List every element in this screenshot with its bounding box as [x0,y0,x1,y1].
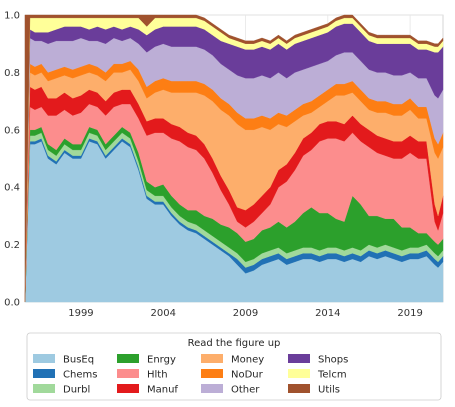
y-tick-label: 0.8 [4,68,20,79]
legend-swatch [33,369,55,378]
x-tick-label: 2004 [151,308,176,319]
legend-swatch [117,384,139,393]
legend-item-nodur: NoDur [201,369,264,381]
area-layers [24,14,444,303]
y-tick-label: 0.0 [4,298,20,309]
legend-item-money: Money [201,354,264,366]
legend-label: Durbl [63,385,90,396]
y-tick-label: 0.6 [4,125,20,136]
legend-label: Money [231,355,264,366]
legend-swatch [117,354,139,363]
legend-label: Hlth [147,370,168,381]
y-tick-label: 0.2 [4,240,20,251]
legend-label: NoDur [231,370,264,381]
x-tick-label: 2019 [397,308,422,319]
y-tick-label: 1.0 [4,11,20,22]
legend-swatch [33,354,55,363]
legend-item-other: Other [201,384,260,396]
legend-swatch [33,384,55,393]
legend-label: Chems [63,370,97,381]
y-axis-tick-labels: 0.0 0.2 0.4 0.6 0.8 1.0 [4,11,20,309]
legend-swatch [288,354,310,363]
x-tick-label: 2009 [233,308,258,319]
y-tick-label: 0.4 [4,183,20,194]
legend-swatch [288,384,310,393]
legend-label: Enrgy [147,355,176,366]
legend-label: Utils [318,385,340,396]
legend-title: Read the figure up [188,338,281,349]
legend-swatch [201,384,223,393]
legend-label: Shops [318,355,348,366]
legend-item-manuf: Manuf [117,384,178,396]
legend-item-utils: Utils [288,384,340,396]
x-axis-tick-labels: 1999 2004 2009 2014 2019 [68,308,423,319]
x-tick-label: 1999 [68,308,93,319]
legend-item-buseq: BusEq [33,354,94,366]
legend-items: BusEq Chems Durbl Enrgy Hlth Manuf Money NoDur O… [33,354,348,396]
legend-swatch [201,369,223,378]
legend-item-enrgy: Enrgy [117,354,176,366]
legend-label: Manuf [147,385,178,396]
legend-item-shops: Shops [288,354,348,366]
legend-item-hlth: Hlth [117,369,168,381]
legend-label: Other [231,385,260,396]
legend-swatch [201,354,223,363]
legend-box [26,332,442,401]
legend-label: BusEq [63,355,94,366]
x-tick-label: 2014 [315,308,340,319]
legend-item-chems: Chems [33,369,97,381]
legend: Read the figure up BusEq Chems Durbl Enrgy H… [26,332,442,401]
legend-swatch [117,369,139,378]
legend-item-telcm: Telcm [288,369,347,381]
legend-swatch [288,369,310,378]
legend-item-durbl: Durbl [33,384,90,396]
area-utils [24,14,444,303]
legend-label: Telcm [317,370,347,381]
